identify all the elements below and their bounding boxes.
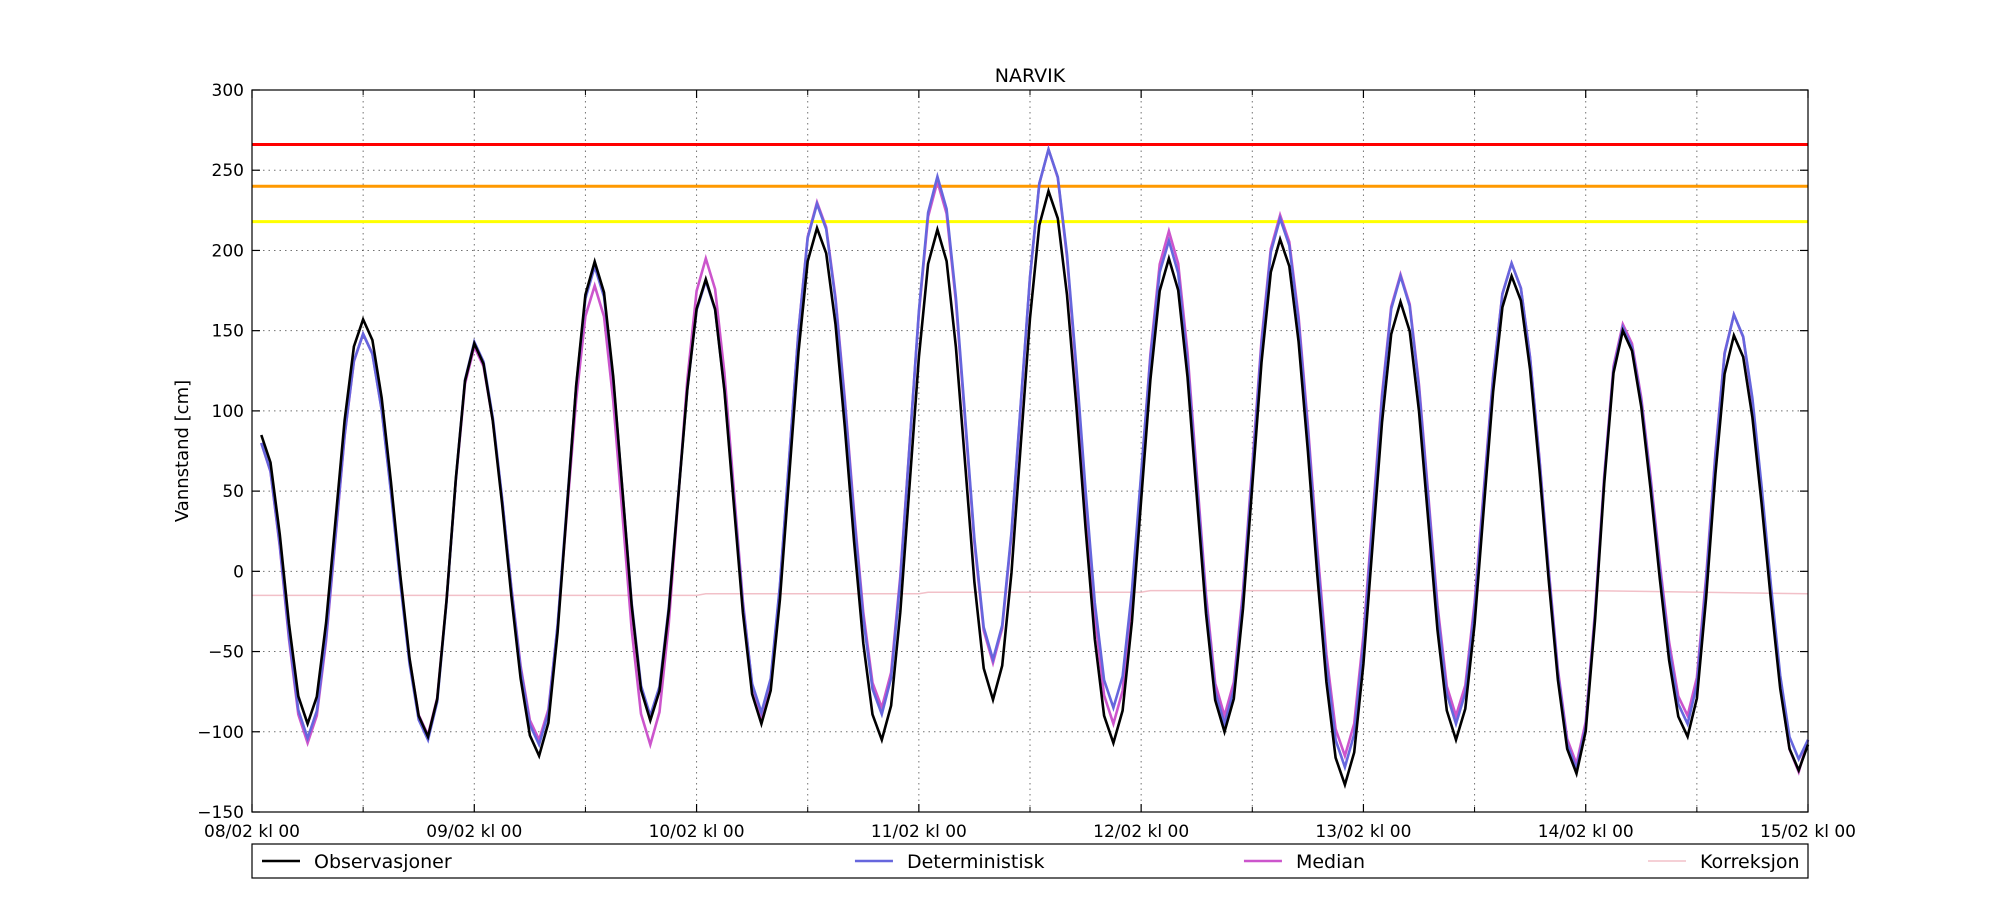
x-tick-label: 14/02 kl 00 [1538, 822, 1634, 842]
legend-label-observasjoner: Observasjoner [314, 851, 452, 873]
threshold-layer [252, 143, 1808, 224]
legend: Observasjoner Deterministisk Median Korreks… [251, 843, 1809, 879]
chart-title: NARVIK [995, 65, 1066, 87]
series-line-deterministisk [260, 144, 1810, 774]
y-tick-label: 250 [212, 161, 244, 181]
series-line-korreksjon [252, 589, 1809, 597]
x-tick-label: 09/02 kl 00 [426, 822, 522, 842]
x-tick-label: 11/02 kl 00 [871, 822, 967, 842]
series-line-observasjoner [260, 186, 1810, 790]
x-tick-label: 12/02 kl 00 [1093, 822, 1189, 842]
y-tick-label: 100 [212, 402, 244, 422]
tick-layer: −150 −100 −50 0 50 100 150 200 250 300 08/02 kl 00… [197, 81, 1856, 842]
x-tick-label: 10/02 kl 00 [649, 822, 745, 842]
y-tick-label: 150 [212, 322, 244, 342]
x-tick-label: 15/02 kl 00 [1760, 822, 1856, 842]
y-axis-label: Vannstand [cm] [172, 380, 193, 522]
grid-layer [252, 90, 1808, 812]
y-tick-label: 300 [212, 81, 244, 101]
y-tick-label: 50 [222, 482, 244, 502]
y-tick-label: −150 [197, 803, 244, 823]
series-layer [252, 144, 1810, 790]
legend-label-korreksjon: Korreksjon [1700, 851, 1800, 873]
x-tick-label: 13/02 kl 00 [1315, 822, 1411, 842]
legend-box [251, 843, 1809, 879]
legend-label-median: Median [1296, 851, 1365, 873]
y-tick-label: −100 [197, 723, 244, 743]
y-tick-label: 0 [233, 562, 244, 582]
y-tick-label: 200 [212, 241, 244, 261]
legend-label-deterministisk: Deterministisk [907, 851, 1045, 873]
plot-frame [251, 89, 1809, 813]
x-tick-label: 08/02 kl 00 [204, 822, 300, 842]
y-tick-label: −50 [208, 643, 244, 663]
